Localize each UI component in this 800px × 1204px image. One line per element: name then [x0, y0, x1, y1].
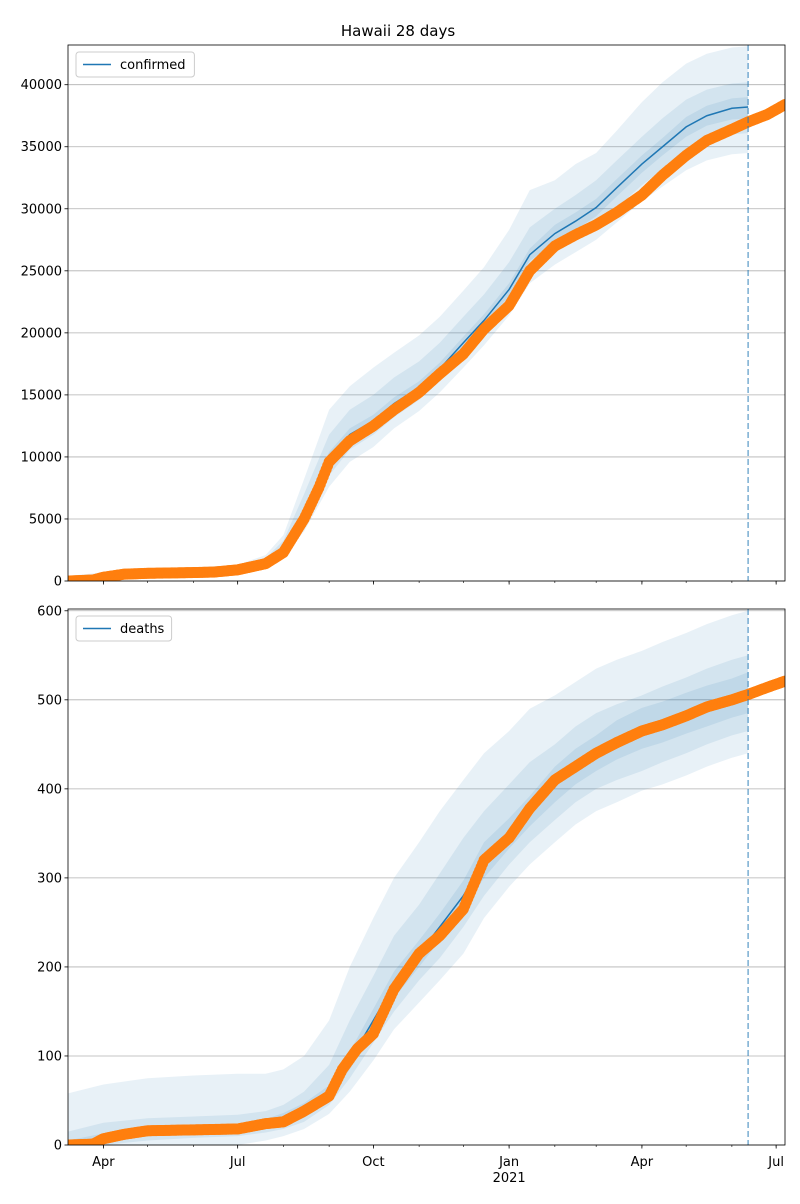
- legend: confirmed: [75, 51, 195, 78]
- legend-box: [75, 51, 195, 78]
- y-tick-label: 5000: [29, 512, 62, 527]
- y-tick-label: 20000: [21, 326, 62, 341]
- forecast-bands: [68, 46, 749, 581]
- legend-label: deaths: [120, 622, 165, 637]
- legend-label: confirmed: [120, 58, 186, 73]
- y-tick-label: 100: [37, 1049, 62, 1064]
- observed-points: [68, 675, 785, 1145]
- y-tick-label: 0: [54, 1139, 62, 1154]
- legend-box: [75, 615, 173, 642]
- y-tick-label: 300: [37, 871, 62, 886]
- y-tick-label: 200: [37, 960, 62, 975]
- panel-1: 0 100 200 300 400 500 600 Apr Jul Oct Jan Apr Jul 202…: [37, 604, 786, 1186]
- y-tick-label: 400: [37, 782, 62, 797]
- observed-points: [68, 99, 785, 581]
- chart-title: Hawaii 28 days: [341, 22, 455, 40]
- x-tick-label: Jul: [767, 1155, 784, 1170]
- x-tick-label: Oct: [362, 1155, 384, 1170]
- confidence-band-0: [68, 46, 749, 581]
- confidence-band-1: [68, 82, 749, 581]
- axes-frame: [67, 44, 786, 582]
- x-tick-label: Apr: [92, 1155, 115, 1170]
- axes-frame: [67, 608, 786, 1146]
- y-tick-label: 25000: [21, 264, 62, 279]
- x-tick-label: Jan: [498, 1155, 519, 1170]
- x-tick-label: Jul: [229, 1155, 246, 1170]
- observed-point: [779, 675, 785, 687]
- y-tick-label: 600: [37, 604, 62, 619]
- panel-0: 0 5000 10000 15000 20000 25000 30000 35000 40000…: [21, 44, 786, 590]
- confidence-band-0: [68, 610, 749, 1145]
- x-year-label: 2021: [493, 1171, 526, 1186]
- y-tick-label: 15000: [21, 388, 62, 403]
- y-tick-label: 30000: [21, 202, 62, 217]
- observed-point: [779, 99, 785, 111]
- x-tick-label: Apr: [631, 1155, 654, 1170]
- y-tick-label: 40000: [21, 78, 62, 93]
- y-tick-label: 35000: [21, 140, 62, 155]
- y-tick-label: 500: [37, 693, 62, 708]
- legend: deaths: [75, 615, 173, 642]
- y-tick-label: 10000: [21, 450, 62, 465]
- y-tick-label: 0: [54, 575, 62, 590]
- confidence-band-1: [68, 655, 749, 1145]
- confidence-band-2: [68, 97, 749, 581]
